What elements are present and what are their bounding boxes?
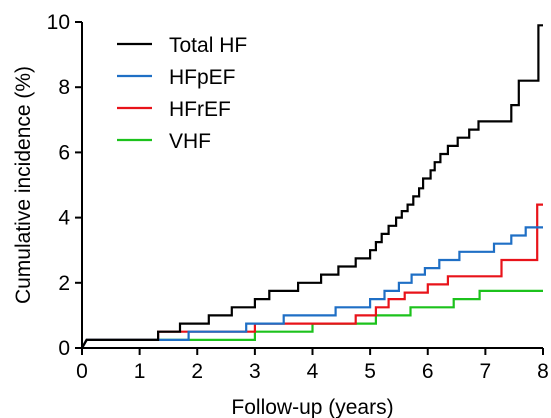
x-tick-label: 3 <box>249 360 261 383</box>
x-tick-label: 6 <box>422 360 434 383</box>
y-tick-label: 6 <box>58 141 70 164</box>
y-axis-ticks: 0 2 4 6 8 10 <box>47 11 82 360</box>
x-tick-label: 7 <box>480 360 492 383</box>
series-lines <box>81 24 543 349</box>
x-tick-label: 0 <box>76 360 88 383</box>
y-tick-label: 4 <box>58 207 70 230</box>
y-tick-label: 0 <box>58 337 70 360</box>
legend: Total HF HFpEF HFrEF VHF <box>117 34 247 153</box>
y-axis-title: Cumulative incidence (%) <box>12 66 35 304</box>
legend-label: HFrEF <box>169 98 231 121</box>
legend-label: HFpEF <box>169 66 236 89</box>
x-tick-label: 1 <box>134 360 146 383</box>
series-line-hfpef <box>81 226 543 349</box>
x-tick-label: 4 <box>307 360 319 383</box>
x-axis-title: Follow-up (years) <box>231 396 393 418</box>
x-tick-label: 2 <box>191 360 203 383</box>
legend-label: VHF <box>169 130 211 153</box>
x-tick-label: 5 <box>364 360 376 383</box>
y-tick-label: 2 <box>58 272 70 295</box>
x-tick-label: 8 <box>537 360 549 383</box>
legend-label: Total HF <box>169 34 247 57</box>
y-tick-label: 8 <box>58 76 70 99</box>
series-line-total-hf <box>81 24 543 349</box>
y-tick-label: 10 <box>47 11 70 34</box>
x-axis-ticks: 0 1 2 3 4 5 6 7 8 <box>76 348 549 383</box>
